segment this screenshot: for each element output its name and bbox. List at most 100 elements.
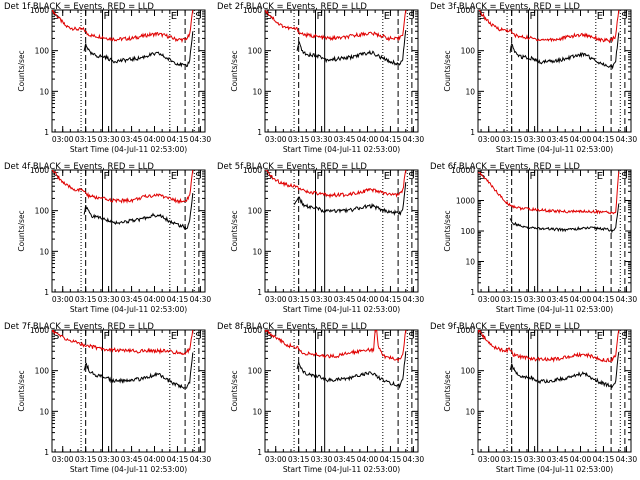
y-tick-label: 1000 xyxy=(243,166,262,175)
lld-rate-line xyxy=(478,10,620,44)
events-rate-line xyxy=(296,30,407,66)
time-marker-label: E xyxy=(597,171,603,182)
y-tick-label: 1000 xyxy=(456,326,475,335)
y-tick-label: 1 xyxy=(470,448,475,457)
lld-rate-line xyxy=(52,10,194,44)
x-tick-label: 04:00 xyxy=(357,455,379,464)
x-tick-label: 03:00 xyxy=(478,455,500,464)
x-axis-label: Start Time (04-Jul-11 02:53:00) xyxy=(283,305,400,314)
x-tick-label: 04:15 xyxy=(380,455,402,464)
x-tick-label: 04:30 xyxy=(616,295,638,304)
x-tick-label: 04:00 xyxy=(357,135,379,144)
y-axis-label: Counts/sec xyxy=(230,210,239,251)
y-tick-label: 100 xyxy=(248,367,263,376)
x-tick-label: 04:30 xyxy=(403,295,425,304)
x-tick-label: 03:15 xyxy=(288,295,310,304)
x-tick-label: 04:15 xyxy=(593,295,615,304)
x-tick-label: 04:15 xyxy=(167,135,189,144)
x-tick-label: 03:30 xyxy=(311,455,333,464)
time-marker-label: F xyxy=(529,331,535,342)
y-tick-label: 1000 xyxy=(243,6,262,15)
x-tick-label: 03:45 xyxy=(547,135,569,144)
x-tick-label: 03:45 xyxy=(121,135,143,144)
x-tick-label: 04:00 xyxy=(570,455,592,464)
plot-frame xyxy=(51,329,206,453)
x-tick-label: 03:30 xyxy=(311,135,333,144)
y-tick-label: 1 xyxy=(257,128,262,137)
x-tick-label: 03:45 xyxy=(334,295,356,304)
x-tick-label: 04:15 xyxy=(593,135,615,144)
x-tick-label: 03:45 xyxy=(334,135,356,144)
chart-title: Det 5f BLACK = Events, RED = LLD xyxy=(217,162,367,172)
x-tick-label: 03:30 xyxy=(98,135,120,144)
detector-chart-1: Det 1f BLACK = Events, RED = LLD 1 10 100 10… xyxy=(4,2,211,154)
x-tick-label: 04:30 xyxy=(190,455,212,464)
y-tick-label: 100 xyxy=(248,47,263,56)
time-marker-label: F xyxy=(529,171,535,182)
time-marker-label: F xyxy=(103,331,109,342)
lld-rate-line xyxy=(478,171,620,215)
x-tick-label: 03:45 xyxy=(547,455,569,464)
detector-chart-8: Det 8f BLACK = Events, RED = LLD 1 10 100 10… xyxy=(217,322,424,474)
x-tick-label: 04:00 xyxy=(357,295,379,304)
detector-chart-6: Det 6f BLACK = Events, RED = LLD 1 10 100 10… xyxy=(430,162,638,314)
x-tick-label: 03:00 xyxy=(52,295,74,304)
y-tick-label: 10 xyxy=(39,407,49,416)
time-marker-label: F xyxy=(316,171,322,182)
x-tick-label: 03:00 xyxy=(478,135,500,144)
x-tick-label: 03:00 xyxy=(52,455,74,464)
y-tick-label: 10 xyxy=(465,407,475,416)
x-axis-label: Start Time (04-Jul-11 02:53:00) xyxy=(70,465,187,474)
chart-title: Det 6f BLACK = Events, RED = LLD xyxy=(430,162,580,172)
time-marker-label: E xyxy=(597,331,603,342)
y-tick-label: 100 xyxy=(461,227,476,236)
time-marker-label: S xyxy=(408,331,414,342)
time-marker-label: F xyxy=(316,331,322,342)
x-tick-label: 03:15 xyxy=(501,135,523,144)
time-marker-label: E xyxy=(171,331,177,342)
time-marker-label: E xyxy=(171,11,177,22)
events-rate-line xyxy=(509,32,620,70)
y-tick-label: 1 xyxy=(44,448,49,457)
x-tick-label: 04:00 xyxy=(144,135,166,144)
x-tick-label: 03:00 xyxy=(265,295,287,304)
x-tick-label: 03:15 xyxy=(75,135,97,144)
y-tick-label: 1000 xyxy=(456,197,475,206)
time-marker-label: S xyxy=(195,11,201,22)
x-tick-label: 04:30 xyxy=(190,295,212,304)
x-tick-label: 04:15 xyxy=(167,295,189,304)
plot-frame xyxy=(264,329,419,453)
time-marker-label: E xyxy=(597,11,603,22)
events-rate-line xyxy=(83,193,194,230)
y-tick-label: 10 xyxy=(465,258,475,267)
x-axis-label: Start Time (04-Jul-11 02:53:00) xyxy=(283,145,400,154)
time-marker-label: E xyxy=(171,171,177,182)
lld-rate-line xyxy=(265,330,407,363)
chart-title: Det 8f BLACK = Events, RED = LLD xyxy=(217,322,367,332)
x-tick-label: 03:00 xyxy=(265,135,287,144)
x-axis-label: Start Time (04-Jul-11 02:53:00) xyxy=(70,305,187,314)
x-tick-label: 04:15 xyxy=(167,455,189,464)
chart-title: Det 9f BLACK = Events, RED = LLD xyxy=(430,322,580,332)
x-tick-label: 04:15 xyxy=(380,135,402,144)
time-marker-label: F xyxy=(529,11,535,22)
time-marker-label: S xyxy=(53,171,59,182)
y-tick-label: 1 xyxy=(44,288,49,297)
lld-rate-line xyxy=(52,330,194,356)
events-rate-line xyxy=(293,182,407,217)
time-marker-label: S xyxy=(479,11,485,22)
events-rate-line xyxy=(83,31,194,68)
y-axis-label: Counts/sec xyxy=(443,370,452,411)
detector-chart-5: Det 5f BLACK = Events, RED = LLD 1 10 100 10… xyxy=(217,162,425,314)
x-tick-label: 03:30 xyxy=(524,135,546,144)
y-tick-label: 10000 xyxy=(451,166,475,175)
x-tick-label: 04:30 xyxy=(403,135,425,144)
y-axis-label: Counts/sec xyxy=(17,210,26,251)
x-tick-label: 03:45 xyxy=(547,295,569,304)
y-tick-label: 1000 xyxy=(456,6,475,15)
events-rate-line xyxy=(509,203,620,234)
time-marker-label: S xyxy=(621,171,627,182)
time-marker-label: E xyxy=(384,171,390,182)
events-rate-line xyxy=(83,352,194,389)
